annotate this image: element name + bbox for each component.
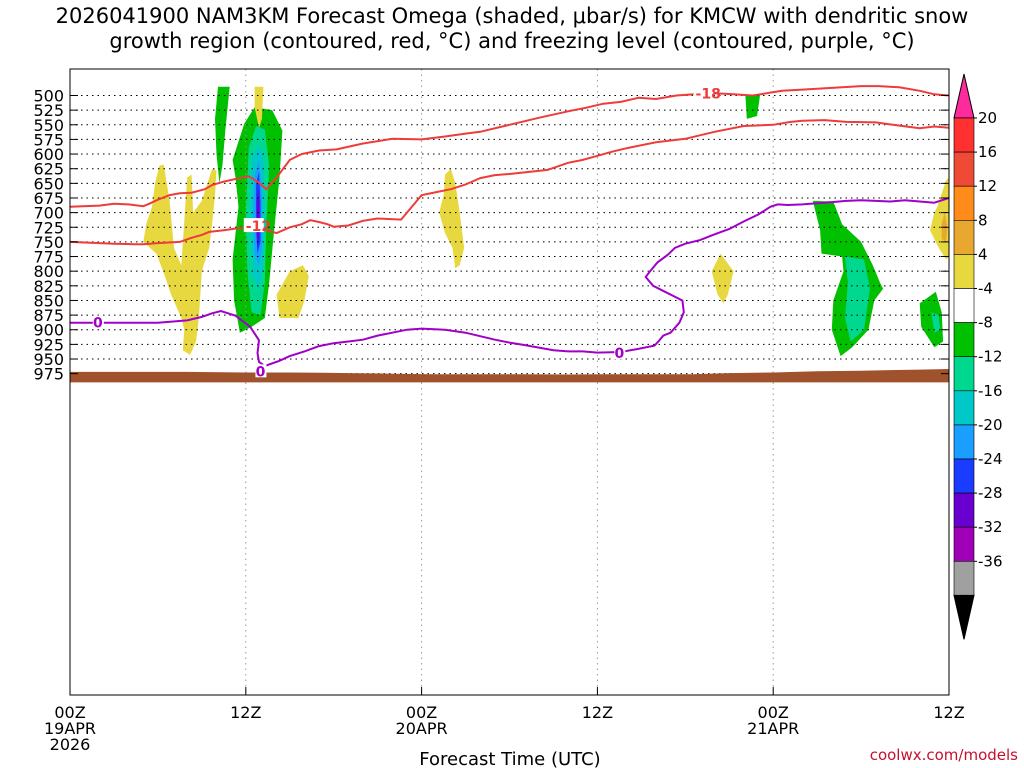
colorbar-label-6: -8 <box>978 314 993 332</box>
colorbar-box-13 <box>953 526 975 562</box>
contour-layer: -18 -12 0 0 0 <box>70 85 949 380</box>
colorbar-box-7 <box>953 322 975 358</box>
freezing-label-2: 0 <box>615 346 625 362</box>
colorbar-box-14 <box>953 560 975 596</box>
colorbar-box-4 <box>953 220 975 255</box>
ytick-label-950: 950 <box>33 350 64 369</box>
ytick-label-975: 975 <box>33 365 64 384</box>
omega-colorbar: 20 16 12 8 4 -4 -8 -12 -16 -20 -24 -28 -32 -36 <box>953 73 1003 640</box>
ytick-label-600: 600 <box>33 145 64 164</box>
ytick-label-825: 825 <box>33 277 64 296</box>
xtick-label-48-0: 00Z <box>758 703 789 722</box>
dgz-contour--18 <box>70 85 949 208</box>
colorbar-label-3: 8 <box>978 211 988 229</box>
surface-terrain <box>70 369 949 383</box>
dgz-contour--12 <box>70 119 949 246</box>
freezing-label-bg-1 <box>255 364 267 378</box>
colorbar-box-6 <box>953 288 975 323</box>
omega-shading-layer <box>143 86 949 357</box>
omega-region-15 <box>439 168 465 269</box>
colorbar-bottom-arrow <box>953 594 975 640</box>
xtick-label-48-1: 21APR <box>747 719 799 738</box>
dgz-label--12: -12 <box>246 219 271 235</box>
freezing-label-bg-2 <box>614 346 626 360</box>
dgz-label-bg-1 <box>243 218 264 233</box>
freezing-label-0: 0 <box>93 316 103 332</box>
colorbar-label-8: -16 <box>978 382 1003 400</box>
freezing-label-bg-0 <box>92 315 104 329</box>
plot-frame <box>69 68 950 696</box>
colorbar-label-13: -36 <box>978 552 1003 570</box>
chart-title: 2026041900 NAM3KM Forecast Omega (shaded… <box>0 4 1024 54</box>
xtick-label-24-0: 00Z <box>406 703 437 722</box>
omega-region-17 <box>930 177 949 260</box>
colorbar-label-0: 20 <box>978 109 997 127</box>
colorbar-top-arrow <box>953 73 975 119</box>
colorbar-label-12: -32 <box>978 518 1003 536</box>
omega-region-13 <box>143 164 217 355</box>
colorbar-label-4: 4 <box>978 245 988 263</box>
freezing-level-contour <box>70 197 949 368</box>
ytick-label-900: 900 <box>33 321 64 340</box>
ytick-label-550: 550 <box>33 116 64 135</box>
xtick-label-0-2: 2026 <box>50 735 91 754</box>
ytick-label-800: 800 <box>33 262 64 281</box>
omega-region-9 <box>845 256 870 342</box>
omega-region-12 <box>254 86 264 128</box>
ytick-label-575: 575 <box>33 130 64 149</box>
colorbar-box-1 <box>953 117 975 153</box>
x-axis-title: Forecast Time (UTC) <box>419 749 600 768</box>
colorbar-box-3 <box>953 185 975 221</box>
ytick-label-625: 625 <box>33 160 64 179</box>
colorbar-box-12 <box>953 492 975 528</box>
chart-title-line-1: 2026041900 NAM3KM Forecast Omega (shaded… <box>55 4 969 28</box>
dgz-label--18: -18 <box>696 87 721 103</box>
omega-region-11 <box>931 312 941 333</box>
colorbar-box-8 <box>953 356 975 392</box>
chart-title-line-2: growth region (contoured, red, °C) and f… <box>109 29 915 53</box>
site-credit: coolwx.com/models <box>869 746 1018 764</box>
colorbar-label-5: -4 <box>978 280 993 298</box>
ytick-label-650: 650 <box>33 174 64 193</box>
colorbar-label-11: -28 <box>978 484 1003 502</box>
colorbar-label-2: 12 <box>978 177 997 195</box>
xtick-label-12-0: 12Z <box>230 703 261 722</box>
ytick-label-850: 850 <box>33 291 64 310</box>
xtick-label-60-0: 12Z <box>933 703 964 722</box>
ytick-label-925: 925 <box>33 335 64 354</box>
terrain-fill <box>70 369 949 383</box>
freezing-label-1: 0 <box>256 364 266 380</box>
ytick-label-750: 750 <box>33 233 64 252</box>
pressure-axis: 5005255505756006256506757007257507758008… <box>33 87 949 384</box>
ytick-label-525: 525 <box>33 101 64 120</box>
omega-region-10 <box>919 291 944 348</box>
xtick-label-36-0: 12Z <box>582 703 613 722</box>
omega-region-16 <box>711 253 734 304</box>
ytick-label-875: 875 <box>33 306 64 325</box>
colorbar-box-10 <box>953 424 975 460</box>
ytick-label-500: 500 <box>33 87 64 106</box>
xtick-label-0-1: 19APR <box>44 719 96 738</box>
ytick-label-675: 675 <box>33 189 64 208</box>
xtick-label-24-1: 20APR <box>396 719 448 738</box>
omega-region-7 <box>745 95 760 119</box>
ytick-label-725: 725 <box>33 218 64 237</box>
colorbar-label-10: -24 <box>978 450 1003 468</box>
colorbar-box-9 <box>953 390 975 426</box>
colorbar-box-11 <box>953 458 975 494</box>
colorbar-label-1: 16 <box>978 143 997 161</box>
ytick-label-700: 700 <box>33 204 64 223</box>
colorbar-label-7: -12 <box>978 348 1003 366</box>
colorbar-box-2 <box>953 151 975 187</box>
omega-region-0 <box>215 86 230 184</box>
xtick-label-0-0: 00Z <box>54 703 85 722</box>
colorbar-box-5 <box>953 254 975 289</box>
colorbar-label-9: -20 <box>978 416 1003 434</box>
ytick-label-775: 775 <box>33 248 64 267</box>
omega-region-14 <box>276 265 309 318</box>
dgz-label-bg-0 <box>693 85 714 100</box>
